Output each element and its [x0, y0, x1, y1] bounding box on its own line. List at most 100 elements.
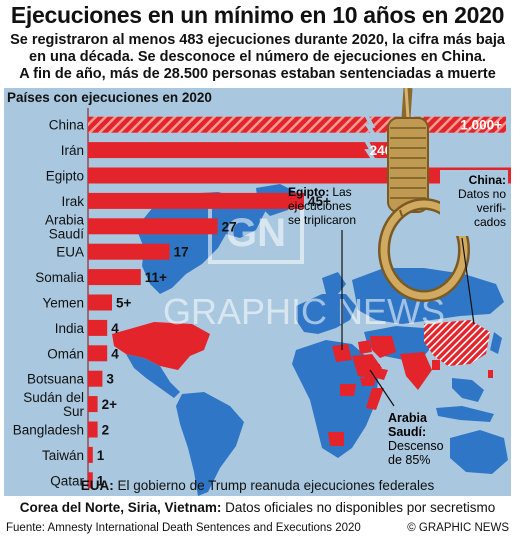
category-label-qatar: Qatar: [50, 473, 84, 488]
value-label-bangladesh: 2: [102, 423, 110, 438]
map-qatar: [376, 364, 380, 368]
note-usa-text: El gobierno de Trump reanuda ejecuciones…: [113, 478, 435, 493]
annotation-egypt: Egipto: Las ejecuciones se triplicaron: [288, 185, 356, 350]
bar-taiwan: [88, 446, 93, 463]
value-label-eua: 17: [174, 245, 189, 260]
annotation-saudi-title-2: Saudí:: [388, 425, 426, 439]
map-iraq: [358, 340, 372, 354]
category-label-botsuana: Botsuana: [27, 372, 85, 387]
category-label-arabia-saudi-2: Saudí: [49, 226, 85, 241]
category-label-taiwan: Taiwán: [42, 448, 84, 463]
category-label-egipto: Egipto: [46, 169, 84, 184]
value-label-india: 4: [111, 321, 119, 336]
category-label-china: China: [49, 118, 85, 133]
value-label-somalia: 11+: [145, 270, 167, 285]
category-label-somalia: Somalia: [35, 270, 84, 285]
map-saudi-arabia: [352, 354, 382, 380]
category-label-oman: Omán: [47, 346, 84, 361]
map-mexico: [126, 354, 180, 398]
map-north-america: [136, 192, 266, 294]
bar-eua: [88, 243, 170, 260]
map-yemen: [360, 378, 376, 386]
value-label-irak: 45+: [308, 194, 331, 209]
footer-credit: © GRAPHIC NEWS: [407, 522, 509, 534]
axis-break-china: [364, 113, 376, 136]
bar-iran: [88, 142, 404, 159]
map-iran: [370, 336, 396, 358]
map-usa: [112, 322, 210, 370]
map-oman: [376, 368, 388, 380]
note-usa: EUA: El gobierno de Trump reanuda ejecuc…: [0, 478, 515, 493]
chart-panel: GN GRAPHIC NEWS China 1.000+ Irán 246+ Egipt…: [4, 88, 511, 496]
subtitle-line-2: en una década. Se desconoce el número de…: [29, 49, 486, 65]
note-usa-label: EUA:: [80, 478, 114, 493]
map-scandinavia: [322, 272, 346, 294]
map-bangladesh: [432, 360, 440, 370]
map-india: [400, 352, 432, 390]
value-label-oman: 4: [111, 346, 119, 361]
annotation-egypt-title: Egipto:: [288, 185, 329, 199]
subtitle: Se registraron al menos 483 ejecuciones …: [6, 32, 509, 83]
bar-yemen: [88, 294, 112, 311]
annotation-china: China: Datos no verifi- cados: [440, 170, 508, 236]
map-somalia: [366, 388, 384, 410]
note-secrecy-text: Datos oficiales no disponibles por secre…: [221, 500, 496, 515]
category-label-irak: Irak: [61, 194, 84, 209]
annotation-saudi-line-2: de 85%: [388, 453, 430, 467]
bar-bangladesh: [88, 421, 98, 438]
category-label-india: India: [55, 321, 85, 336]
value-label-sudan-del-sur: 2+: [102, 397, 118, 412]
map-japan: [490, 332, 502, 354]
value-label-taiwan: 1: [97, 448, 105, 463]
bar-china: [88, 116, 506, 133]
axis-break-iran: [364, 139, 376, 162]
map-taiwan: [488, 370, 493, 378]
annotation-egypt-line-3: se triplicaron: [288, 213, 356, 227]
category-label-iran: Irán: [61, 143, 84, 158]
annotation-china-title: China:: [469, 173, 506, 187]
svg-text:Egipto:Las: Egipto: Las: [288, 185, 352, 199]
category-label-arabia-saudi-1: Arabia: [45, 212, 85, 227]
map-europe: [296, 294, 356, 334]
category-label-sudan-del-sur-1: Sudán del: [23, 390, 84, 405]
chart-svg: GN GRAPHIC NEWS China 1.000+Irán 246+Egipt…: [13, 88, 511, 496]
bar-sudan-del-sur: [88, 396, 98, 413]
annotation-china-line-3: cados: [474, 215, 506, 229]
value-label-botsuana: 3: [106, 372, 114, 387]
map-australia: [450, 430, 508, 474]
bar-somalia: [88, 269, 141, 286]
watermark-text: GRAPHIC NEWS: [163, 291, 445, 332]
value-label-qatar: 1: [97, 473, 105, 488]
value-label-china: 1.000+: [460, 118, 502, 133]
page-title: Ejecuciones en un mínimo en 10 años en 2…: [10, 2, 505, 28]
annotation-china-line-1: Datos no: [458, 187, 506, 201]
footer-source: Fuente: Amnesty International Death Sent…: [6, 522, 361, 534]
bar-oman: [88, 345, 108, 362]
map-south-america: [176, 392, 244, 496]
category-label-yemen: Yemen: [42, 296, 84, 311]
map-china: [424, 320, 490, 366]
annotation-egypt-line-1: Las: [332, 185, 351, 199]
annotation-egypt-line-2: ejecuciones: [288, 199, 351, 213]
map-botswana: [328, 432, 344, 446]
annotation-saudi-title-1: Arabia: [388, 411, 428, 425]
map-egypt: [332, 344, 352, 362]
subtitle-line-1: Se registraron al menos 483 ejecuciones …: [10, 32, 505, 48]
bar-india: [88, 319, 108, 336]
category-label-eua: EUA: [56, 245, 84, 260]
category-label-bangladesh: Bangladesh: [13, 423, 84, 438]
bar-botsuana: [88, 370, 103, 387]
note-secrecy: Corea del Norte, Siria, Vietnam: Datos o…: [0, 500, 515, 515]
annotation-saudi-line-1: Descenso: [388, 439, 444, 453]
watermark: GN GRAPHIC NEWS: [163, 196, 445, 332]
map-se-asia: [452, 378, 484, 402]
value-label-arabia-saudi: 27: [222, 219, 237, 234]
chart-heading: Países con ejecuciones en 2020: [7, 90, 212, 105]
annotation-china-line-2: verifi-: [477, 201, 506, 215]
note-secrecy-label: Corea del Norte, Siria, Vietnam:: [19, 500, 222, 515]
bars-group: China1.000+Irán246+Egipto107+Irak45+Arab…: [13, 108, 511, 489]
map-indonesia: [436, 406, 494, 422]
subtitle-line-3: A fin de año, más de 28.500 personas est…: [19, 66, 496, 82]
map-south-sudan: [340, 384, 356, 396]
bar-qatar: [88, 472, 93, 489]
